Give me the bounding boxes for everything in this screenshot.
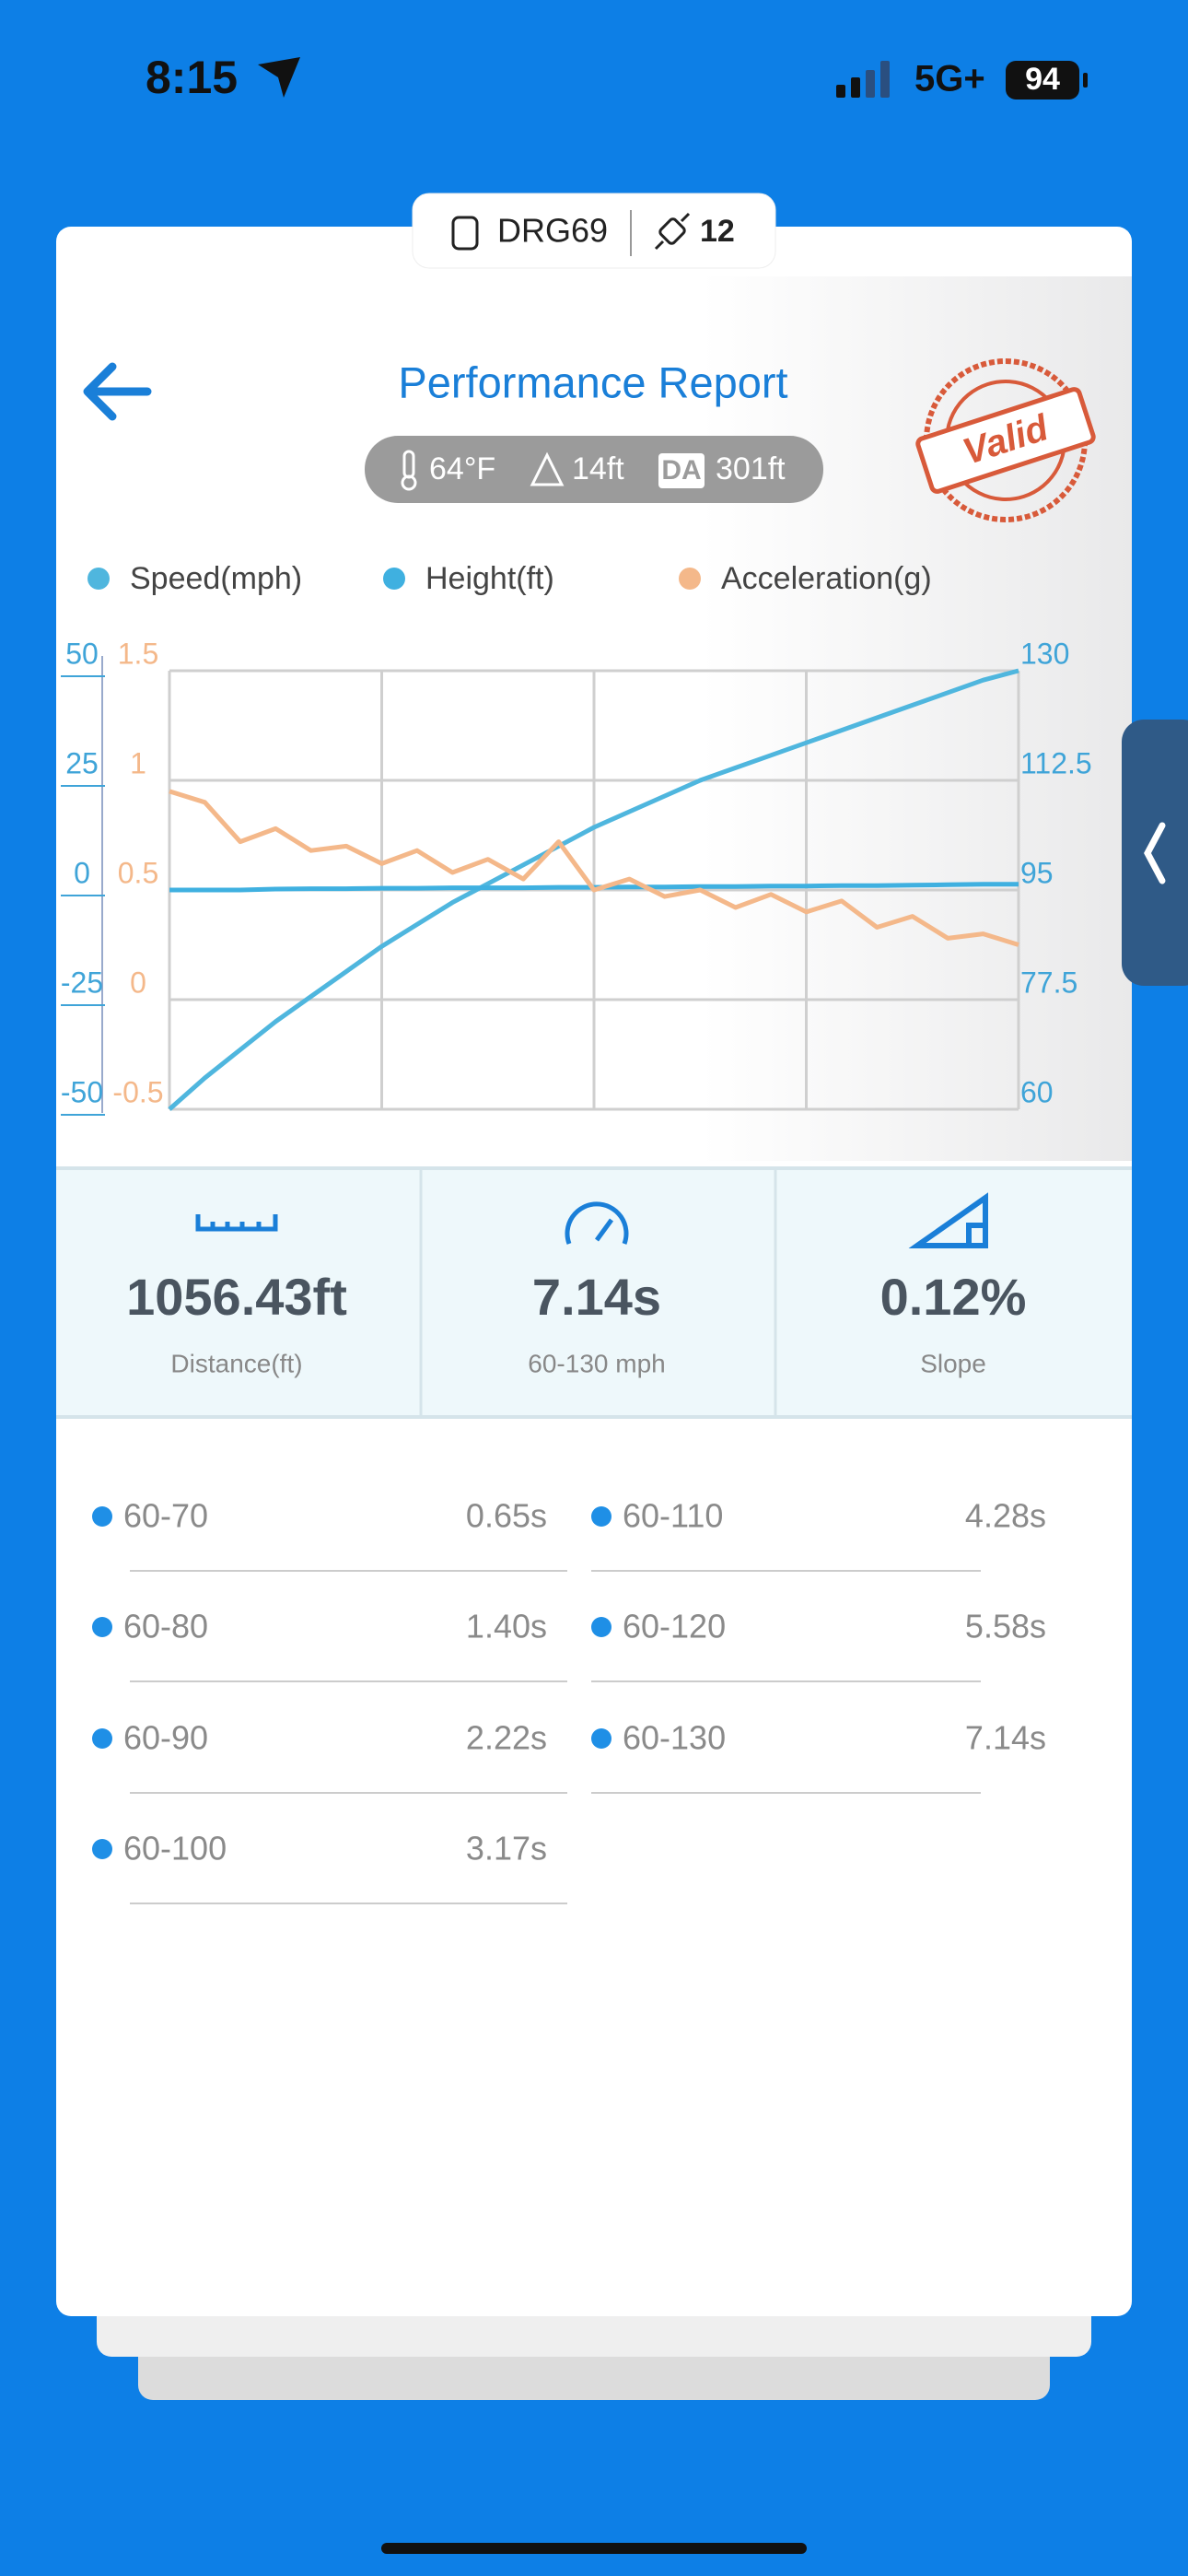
stat-value: 0.12% bbox=[880, 1268, 1027, 1326]
legend-swatch bbox=[679, 568, 701, 590]
series-line bbox=[169, 789, 1019, 947]
y2-tick-label: 60 bbox=[1020, 1075, 1054, 1108]
battery-cap bbox=[1083, 73, 1088, 88]
stat-value: 7.14s bbox=[532, 1268, 661, 1326]
y-tick-label: 50 bbox=[65, 637, 99, 670]
split-label: 60-70 bbox=[123, 1497, 208, 1535]
split-time: 7.14s bbox=[965, 1719, 1046, 1757]
signal-icon bbox=[836, 61, 890, 98]
split-label: 60-110 bbox=[623, 1497, 723, 1535]
stat-label: 60-130 mph bbox=[528, 1349, 665, 1377]
y-tick-label: -25 bbox=[61, 966, 103, 999]
y-tick-label: 0 bbox=[74, 856, 90, 889]
device-name: DRG69 bbox=[497, 212, 608, 250]
splits-list: 60-70 0.65s 60-80 1.40s 60-90 2.22s 60-100 3.17… bbox=[92, 1497, 1046, 1904]
da-badge-text: DA bbox=[661, 455, 701, 486]
conditions-pill bbox=[365, 436, 823, 503]
y3-tick-label: -0.5 bbox=[112, 1075, 163, 1108]
home-indicator bbox=[381, 2543, 807, 2554]
slope-icon bbox=[908, 1192, 988, 1248]
battery-level: 94 bbox=[1025, 62, 1060, 97]
split-time: 2.22s bbox=[466, 1719, 547, 1757]
y3-tick-label: 1 bbox=[130, 746, 146, 779]
y2-tick-label: 95 bbox=[1020, 856, 1054, 889]
gauge-icon bbox=[565, 1201, 629, 1245]
split-dot bbox=[591, 1617, 611, 1637]
split-dot bbox=[591, 1506, 611, 1527]
altitude: 14ft bbox=[572, 451, 624, 486]
split-dot bbox=[92, 1617, 112, 1637]
location-icon bbox=[258, 57, 300, 98]
legend-label: Speed(mph) bbox=[130, 561, 302, 596]
y-tick-label: 25 bbox=[65, 746, 99, 779]
split-time: 3.17s bbox=[466, 1830, 547, 1868]
chart: Speed(mph) Height(ft) Acceleration(g) 50 25 0… bbox=[61, 561, 1092, 1116]
y2-tick-label: 130 bbox=[1020, 637, 1069, 670]
split-dot bbox=[92, 1839, 112, 1859]
y3-tick-label: 0.5 bbox=[118, 856, 158, 889]
satellite-icon bbox=[654, 212, 691, 251]
network-label: 5G+ bbox=[914, 59, 985, 100]
legend-swatch bbox=[383, 568, 405, 590]
temperature: 64°F bbox=[429, 451, 495, 486]
y2-tick-label: 112.5 bbox=[1020, 746, 1092, 779]
mountain-icon bbox=[530, 451, 565, 486]
stat-value: 1056.43ft bbox=[126, 1268, 347, 1326]
split-label: 60-120 bbox=[623, 1608, 726, 1645]
split-time: 4.28s bbox=[965, 1497, 1046, 1535]
y-tick-label: -50 bbox=[61, 1075, 103, 1108]
ruler-icon bbox=[195, 1214, 278, 1232]
legend-label: Height(ft) bbox=[425, 561, 554, 596]
da-badge bbox=[658, 453, 705, 488]
series-line bbox=[168, 668, 1019, 1111]
battery bbox=[1006, 61, 1079, 100]
legend-label: Acceleration(g) bbox=[721, 561, 932, 596]
y3-tick-label: 1.5 bbox=[118, 637, 158, 670]
split-time: 5.58s bbox=[965, 1608, 1046, 1645]
split-dot bbox=[92, 1728, 112, 1749]
split-dot bbox=[92, 1506, 112, 1527]
back-button[interactable] bbox=[83, 362, 152, 421]
status-time: 8:15 bbox=[146, 52, 238, 103]
stat-label: Slope bbox=[920, 1349, 986, 1377]
page-title: Performance Report bbox=[398, 357, 787, 406]
legend-swatch bbox=[87, 568, 110, 590]
device-pill[interactable] bbox=[412, 193, 776, 269]
thermometer-icon bbox=[401, 450, 417, 491]
stats: 1056.43ft Distance(ft) 7.14s 60-130 mph 0.12… bbox=[126, 1268, 1026, 1378]
side-tab[interactable] bbox=[1122, 720, 1188, 986]
split-label: 60-90 bbox=[123, 1719, 208, 1757]
split-time: 1.40s bbox=[466, 1608, 547, 1645]
phone-icon bbox=[451, 216, 479, 251]
stat-label: Distance(ft) bbox=[170, 1349, 302, 1377]
stats-band bbox=[56, 1168, 1132, 1417]
split-label: 60-100 bbox=[123, 1830, 227, 1868]
y2-tick-label: 77.5 bbox=[1020, 966, 1077, 999]
split-dot bbox=[591, 1728, 611, 1749]
split-label: 60-130 bbox=[623, 1719, 726, 1757]
y3-tick-label: 0 bbox=[130, 966, 146, 999]
split-label: 60-80 bbox=[123, 1608, 208, 1645]
satellite-count: 12 bbox=[700, 214, 735, 249]
density-altitude: 301ft bbox=[716, 451, 786, 486]
side-tab-chevron bbox=[1144, 822, 1166, 884]
split-time: 0.65s bbox=[466, 1497, 547, 1535]
